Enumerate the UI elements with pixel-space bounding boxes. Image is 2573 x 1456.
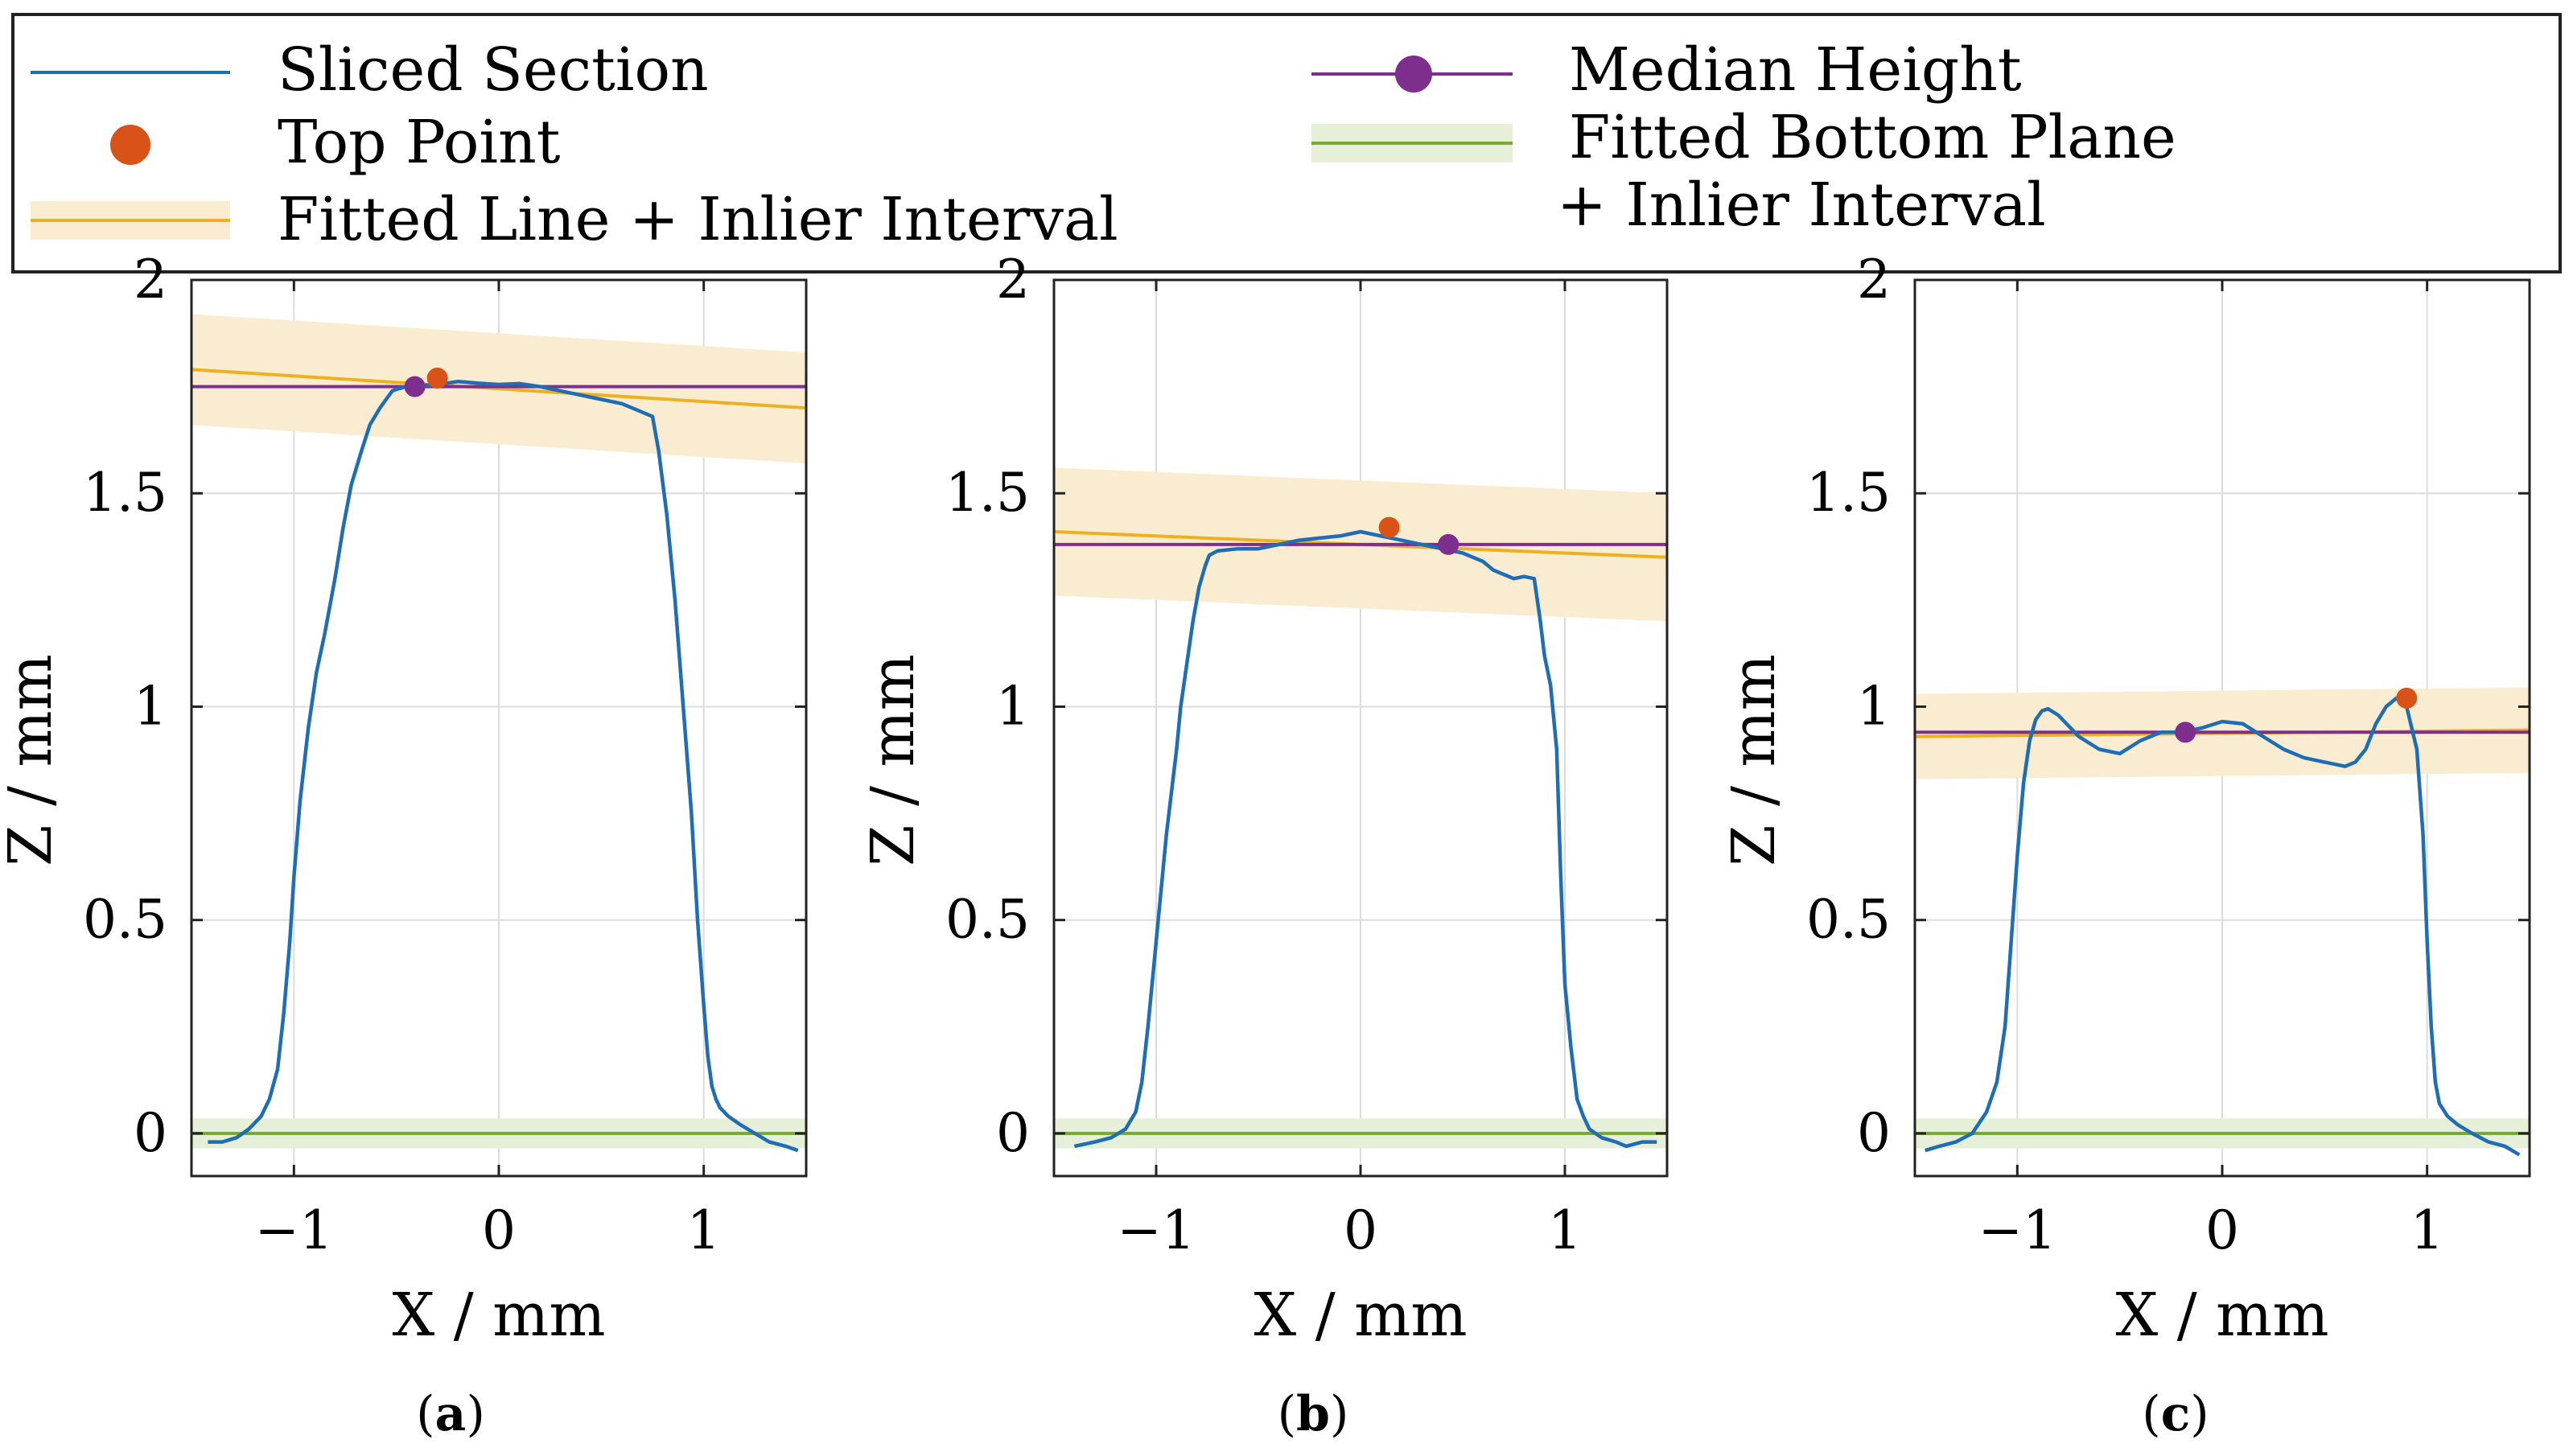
x-tick-label: 0: [2205, 1199, 2239, 1261]
x-axis-label: X / mm: [1254, 1281, 1468, 1350]
top-point-marker: [1378, 516, 1400, 538]
y-tick-label: 0: [1857, 1102, 1891, 1164]
legend-median-height-label: Median Height: [1569, 35, 2022, 105]
panel-caption: (b): [1278, 1386, 1349, 1442]
panel-caption-close: ): [466, 1386, 484, 1442]
y-tick-label: 1.5: [1806, 462, 1891, 524]
median-height-marker: [2175, 722, 2196, 743]
y-tick-label: 1: [996, 675, 1030, 737]
y-tick-label: 2: [134, 249, 167, 311]
panel-caption: (c): [2142, 1386, 2209, 1442]
sliced-section-line: [208, 380, 799, 1153]
legend-sliced-section-label: Sliced Section: [278, 35, 709, 105]
panel-caption-close: ): [1330, 1386, 1348, 1442]
legend-entry-sliced-section: Sliced Section: [31, 35, 709, 105]
panel-caption-close: ): [2190, 1386, 2209, 1442]
legend-box: [11, 13, 2562, 274]
y-tick-label: 2: [996, 249, 1030, 311]
x-tick-label: −1: [1117, 1199, 1195, 1261]
x-axis-label: X / mm: [2116, 1281, 2329, 1350]
x-tick-label: 1: [687, 1199, 721, 1261]
y-tick-label: 0.5: [83, 889, 167, 951]
legend-top-point-label: Top Point: [278, 108, 561, 177]
top-point-marker: [426, 368, 448, 389]
y-tick-label: 1: [1857, 675, 1891, 737]
y-tick-label: 0.5: [1806, 889, 1891, 951]
legend-entry-bottom-plane: Fitted Bottom Plane + Inlier Interval: [1311, 103, 2176, 240]
legend-entry-fitted-line: Fitted Line + Inlier Interval: [31, 185, 1118, 254]
x-tick-label: 0: [1344, 1199, 1377, 1261]
panel-caption-open: (: [416, 1386, 434, 1442]
y-tick-label: 0: [996, 1102, 1030, 1164]
y-tick-label: 0: [134, 1102, 167, 1164]
top-point-marker: [2396, 687, 2418, 709]
panel-caption-open: (: [2142, 1386, 2160, 1442]
x-axis-label: X / mm: [393, 1281, 606, 1350]
x-tick-label: 0: [482, 1199, 516, 1261]
sliced-section-line: [1073, 529, 1657, 1149]
y-tick-label: 1.5: [945, 462, 1030, 524]
x-tick-label: −1: [255, 1199, 333, 1261]
panel-c: −1 0 1 0 0.5 1 1.5 2 X / mm Z / mm (c): [1719, 249, 2531, 1442]
plot-area: [1915, 687, 2530, 1157]
panel-caption-open: (: [1278, 1386, 1296, 1442]
fitted-line: [191, 368, 806, 410]
panel-caption-letter: b: [1296, 1386, 1330, 1442]
y-axis-label: Z / mm: [1719, 654, 1789, 866]
median-height-marker: [1438, 533, 1459, 555]
panel-caption-letter: a: [435, 1386, 467, 1442]
y-axis-label: Z / mm: [858, 654, 928, 866]
x-tick-label: 1: [1548, 1199, 1582, 1261]
panel-b: −1 0 1 0 0.5 1 1.5 2 X / mm Z / mm (b): [858, 249, 1669, 1442]
plot-area: [1054, 467, 1667, 1149]
y-axis-label: Z / mm: [0, 654, 65, 866]
legend-bottom-plane-label-line2: + Inlier Interval: [1557, 171, 2046, 240]
y-tick-label: 1: [134, 675, 167, 737]
median-height-marker: [404, 376, 426, 397]
panel-caption: (a): [416, 1386, 485, 1442]
legend: Sliced Section Top Point Fitted Line + I…: [11, 13, 2562, 274]
panel-a: −1 0 1 0 0.5 1 1.5 2 X / mm Z / mm (a): [0, 249, 808, 1442]
sliced-section-line: [1925, 696, 2521, 1157]
legend-entry-top-point: Top Point: [110, 108, 561, 177]
y-tick-label: 1.5: [83, 462, 167, 524]
y-tick-label: 0.5: [945, 889, 1030, 951]
legend-bottom-plane-label: Fitted Bottom Plane: [1569, 103, 2176, 172]
y-tick-label: 2: [1857, 249, 1891, 311]
x-tick-label: −1: [1978, 1199, 2056, 1261]
x-tick-label: 1: [2410, 1199, 2444, 1261]
plot-area: [191, 314, 806, 1153]
legend-top-point-marker: [110, 125, 150, 165]
legend-median-height-marker: [1395, 56, 1432, 93]
legend-fitted-line-label: Fitted Line + Inlier Interval: [278, 185, 1118, 254]
legend-entry-median-height: Median Height: [1311, 35, 2022, 105]
panel-caption-letter: c: [2161, 1386, 2191, 1442]
